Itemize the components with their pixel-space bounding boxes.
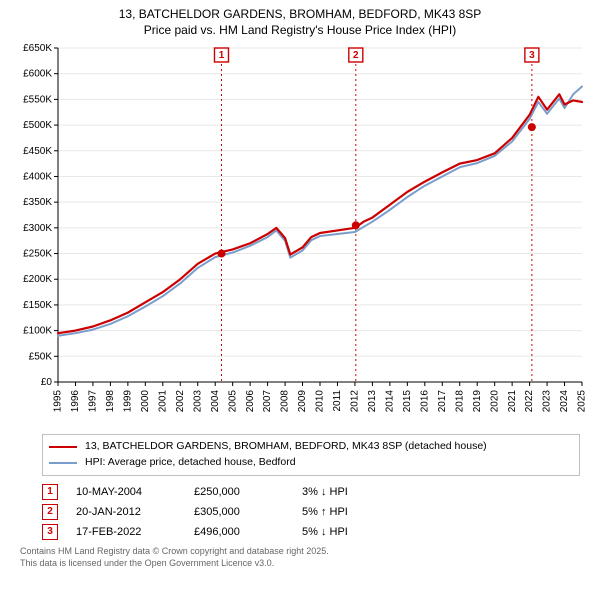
sales-row: 2 20-JAN-2012 £305,000 5% ↑ HPI	[42, 504, 580, 520]
svg-text:£600K: £600K	[23, 69, 52, 80]
sale-price: £305,000	[194, 506, 284, 518]
legend-label: 13, BATCHELDOR GARDENS, BROMHAM, BEDFORD…	[85, 439, 487, 455]
svg-text:£200K: £200K	[23, 275, 52, 286]
sale-marker-icon: 3	[42, 524, 58, 540]
svg-text:£650K: £650K	[23, 43, 52, 54]
svg-text:2021: 2021	[507, 390, 518, 413]
svg-text:1998: 1998	[105, 390, 116, 413]
title-line1: 13, BATCHELDOR GARDENS, BROMHAM, BEDFORD…	[119, 7, 482, 21]
svg-text:2: 2	[353, 50, 359, 61]
sales-table: 1 10-MAY-2004 £250,000 3% ↓ HPI 2 20-JAN-2012…	[42, 484, 580, 540]
sale-date: 17-FEB-2022	[76, 526, 176, 538]
footnote-line2: This data is licensed under the Open Gov…	[20, 558, 274, 568]
svg-text:2002: 2002	[175, 390, 186, 413]
svg-text:1996: 1996	[70, 390, 81, 413]
sale-date: 10-MAY-2004	[76, 486, 176, 498]
title-line2: Price paid vs. HM Land Registry's House …	[144, 23, 456, 37]
svg-text:2020: 2020	[489, 390, 500, 413]
svg-text:£400K: £400K	[23, 172, 52, 183]
line-chart-svg: £0 £50K £100K £150K £200K £250K £300K £350K £400…	[10, 42, 590, 428]
sales-row: 3 17-FEB-2022 £496,000 5% ↓ HPI	[42, 524, 580, 540]
svg-text:2017: 2017	[437, 390, 448, 413]
svg-text:2016: 2016	[419, 390, 430, 413]
svg-text:1999: 1999	[123, 390, 134, 413]
svg-text:2014: 2014	[385, 390, 396, 413]
svg-text:£250K: £250K	[23, 249, 52, 260]
svg-text:2025: 2025	[577, 390, 588, 413]
legend-label: HPI: Average price, detached house, Bedf…	[85, 455, 296, 471]
sale-delta: 5% ↓ HPI	[302, 526, 392, 538]
svg-text:2006: 2006	[245, 390, 256, 413]
svg-text:2023: 2023	[542, 390, 553, 413]
sales-row: 1 10-MAY-2004 £250,000 3% ↓ HPI	[42, 484, 580, 500]
sale-marker-icon: 2	[42, 504, 58, 520]
svg-text:2009: 2009	[297, 390, 308, 413]
svg-text:2003: 2003	[192, 390, 203, 413]
svg-text:2004: 2004	[210, 390, 221, 413]
chart-title: 13, BATCHELDOR GARDENS, BROMHAM, BEDFORD…	[0, 0, 600, 42]
footnote-line1: Contains HM Land Registry data © Crown c…	[20, 546, 329, 556]
sale-date: 20-JAN-2012	[76, 506, 176, 518]
legend-row: 13, BATCHELDOR GARDENS, BROMHAM, BEDFORD…	[49, 439, 573, 455]
sale-price: £250,000	[194, 486, 284, 498]
svg-text:2011: 2011	[332, 390, 343, 412]
svg-text:2012: 2012	[350, 390, 361, 413]
svg-text:2018: 2018	[454, 390, 465, 413]
svg-text:£100K: £100K	[23, 326, 52, 337]
legend: 13, BATCHELDOR GARDENS, BROMHAM, BEDFORD…	[42, 434, 580, 476]
sale-marker-icon: 1	[42, 484, 58, 500]
svg-text:£350K: £350K	[23, 198, 52, 209]
footnote: Contains HM Land Registry data © Crown c…	[20, 546, 580, 569]
chart-area: £0 £50K £100K £150K £200K £250K £300K £350K £400…	[10, 42, 590, 428]
legend-row: HPI: Average price, detached house, Bedf…	[49, 455, 573, 471]
svg-text:2022: 2022	[524, 390, 535, 413]
svg-text:1: 1	[219, 50, 225, 61]
svg-text:£500K: £500K	[23, 120, 52, 131]
svg-text:£0: £0	[41, 377, 53, 388]
legend-swatch	[49, 446, 77, 448]
svg-text:£50K: £50K	[29, 352, 53, 363]
svg-text:1995: 1995	[53, 390, 64, 413]
svg-text:2001: 2001	[157, 390, 168, 413]
svg-text:1997: 1997	[88, 390, 99, 413]
svg-text:3: 3	[529, 50, 535, 61]
svg-text:2019: 2019	[472, 390, 483, 413]
svg-text:2008: 2008	[280, 390, 291, 413]
sale-price: £496,000	[194, 526, 284, 538]
svg-text:2015: 2015	[402, 390, 413, 413]
svg-text:2000: 2000	[140, 390, 151, 413]
svg-text:£450K: £450K	[23, 146, 52, 157]
svg-text:2010: 2010	[315, 390, 326, 413]
svg-text:2005: 2005	[227, 390, 238, 413]
svg-text:£550K: £550K	[23, 95, 52, 106]
sale-delta: 5% ↑ HPI	[302, 506, 392, 518]
svg-text:2007: 2007	[262, 390, 273, 413]
sale-delta: 3% ↓ HPI	[302, 486, 392, 498]
svg-text:£300K: £300K	[23, 223, 52, 234]
svg-text:2024: 2024	[559, 390, 570, 413]
svg-text:2013: 2013	[367, 390, 378, 413]
svg-text:£150K: £150K	[23, 300, 52, 311]
legend-swatch	[49, 462, 77, 464]
